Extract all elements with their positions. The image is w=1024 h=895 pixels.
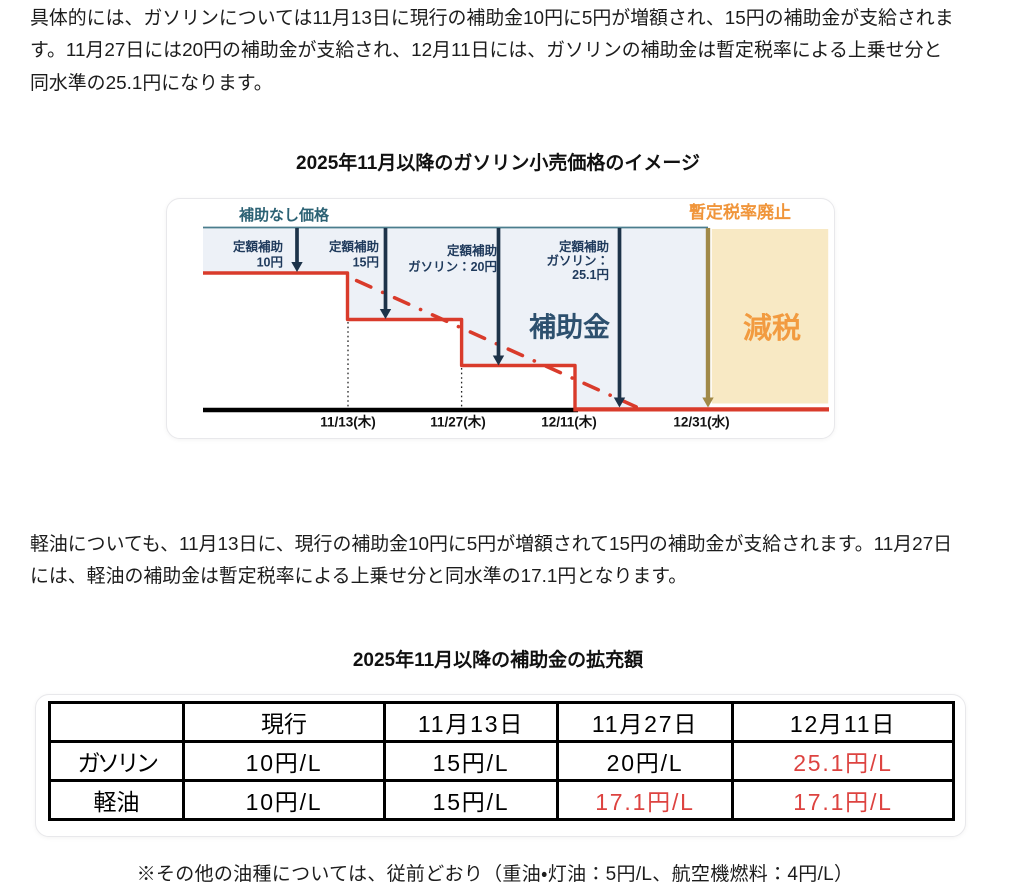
- svg-text:10円: 10円: [257, 256, 283, 270]
- svg-text:ガソリン：20円: ガソリン：20円: [408, 259, 497, 274]
- svg-text:ガソリン：: ガソリン：: [546, 253, 609, 268]
- svg-text:11/13(木): 11/13(木): [320, 414, 376, 430]
- svg-text:15円: 15円: [353, 256, 379, 270]
- svg-text:定額補助: 定額補助: [558, 239, 609, 254]
- svg-text:減税: 減税: [743, 312, 801, 345]
- svg-text:定額補助: 定額補助: [232, 239, 283, 254]
- svg-text:12/11(木): 12/11(木): [541, 414, 597, 430]
- svg-text:定額補助: 定額補助: [328, 239, 379, 254]
- svg-text:11/27(木): 11/27(木): [430, 414, 486, 430]
- svg-text:暫定税率廃止: 暫定税率廃止: [689, 202, 791, 222]
- svg-text:補助金: 補助金: [529, 313, 610, 343]
- svg-text:補助なし価格: 補助なし価格: [239, 206, 330, 224]
- svg-text:25.1円: 25.1円: [572, 268, 609, 282]
- svg-text:定額補助: 定額補助: [446, 243, 497, 258]
- svg-text:12/31(水): 12/31(水): [673, 414, 729, 430]
